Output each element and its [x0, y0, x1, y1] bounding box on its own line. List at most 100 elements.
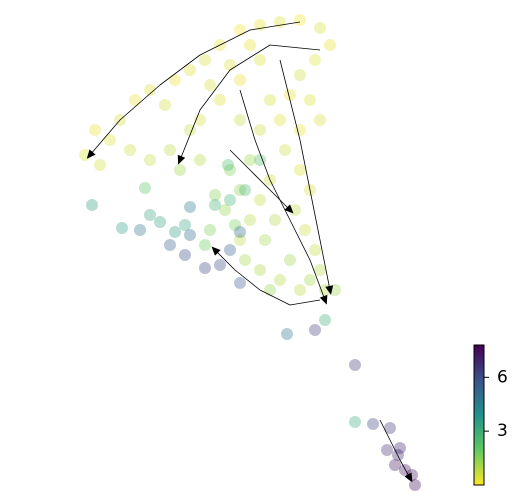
colorbar-tick-label: 3: [497, 421, 508, 441]
point: [274, 114, 286, 126]
point: [169, 226, 181, 238]
point: [194, 154, 206, 166]
point: [304, 94, 316, 106]
point: [244, 154, 256, 166]
point: [124, 144, 136, 156]
point: [174, 164, 186, 176]
point: [274, 274, 286, 286]
point: [384, 422, 396, 434]
point: [199, 239, 211, 251]
point: [159, 99, 171, 111]
point: [129, 94, 141, 106]
points: [79, 14, 421, 491]
point: [314, 22, 326, 34]
point: [314, 114, 326, 126]
point: [219, 204, 231, 216]
point: [394, 442, 406, 454]
point: [309, 324, 321, 336]
point: [144, 84, 156, 96]
streamline: [89, 21, 301, 156]
arrow-head: [325, 285, 334, 295]
arrow-head: [211, 246, 221, 256]
point: [184, 201, 196, 213]
point: [309, 54, 321, 66]
point: [164, 144, 176, 156]
streamline: [229, 149, 291, 211]
point: [264, 284, 276, 296]
point: [264, 94, 276, 106]
colorbar: [473, 344, 485, 486]
point: [209, 189, 221, 201]
point: [234, 24, 246, 36]
point: [184, 229, 196, 241]
point: [224, 59, 236, 71]
point: [294, 124, 306, 136]
streamline: [379, 419, 411, 479]
point: [144, 209, 156, 221]
streamline: [214, 249, 321, 306]
point: [392, 449, 404, 461]
arrow-head: [86, 149, 96, 159]
point: [234, 114, 246, 126]
point: [259, 234, 271, 246]
point: [254, 194, 266, 206]
arrow-head: [404, 472, 413, 483]
point: [234, 277, 246, 289]
point: [224, 164, 236, 176]
point: [169, 74, 181, 86]
point: [284, 89, 296, 101]
point: [229, 219, 241, 231]
point: [367, 418, 379, 430]
point: [244, 214, 256, 226]
point: [294, 164, 306, 176]
point: [289, 204, 301, 216]
point: [234, 234, 246, 246]
point: [234, 74, 246, 86]
point: [319, 314, 331, 326]
arrow-head: [284, 204, 294, 214]
point: [179, 219, 191, 231]
point: [214, 259, 226, 271]
point: [399, 464, 411, 476]
colorbar-tick-label: 6: [497, 367, 508, 387]
point: [269, 214, 281, 226]
point: [309, 244, 321, 256]
point: [254, 124, 266, 136]
point: [254, 154, 266, 166]
point: [204, 79, 216, 91]
arrow-head: [319, 294, 328, 305]
point: [134, 224, 146, 236]
point: [139, 182, 151, 194]
point: [304, 274, 316, 286]
point: [104, 134, 116, 146]
point: [381, 444, 393, 456]
point: [254, 264, 266, 276]
streamline: [179, 44, 321, 161]
point: [116, 222, 128, 234]
point: [199, 262, 211, 274]
point: [239, 254, 251, 266]
point: [294, 284, 306, 296]
point: [279, 144, 291, 156]
point: [294, 14, 306, 26]
point: [254, 54, 266, 66]
point: [154, 216, 166, 228]
point: [349, 416, 361, 428]
point: [86, 199, 98, 211]
point: [239, 184, 251, 196]
point: [389, 459, 401, 471]
point: [234, 184, 246, 196]
point: [281, 328, 293, 340]
point: [224, 194, 236, 206]
point: [299, 224, 311, 236]
point: [89, 124, 101, 136]
point: [224, 244, 236, 256]
point: [222, 159, 234, 171]
point: [94, 159, 106, 171]
point: [234, 226, 246, 238]
streamline: [279, 59, 331, 291]
point: [204, 224, 216, 236]
point: [214, 94, 226, 106]
streamlines: [86, 21, 413, 483]
